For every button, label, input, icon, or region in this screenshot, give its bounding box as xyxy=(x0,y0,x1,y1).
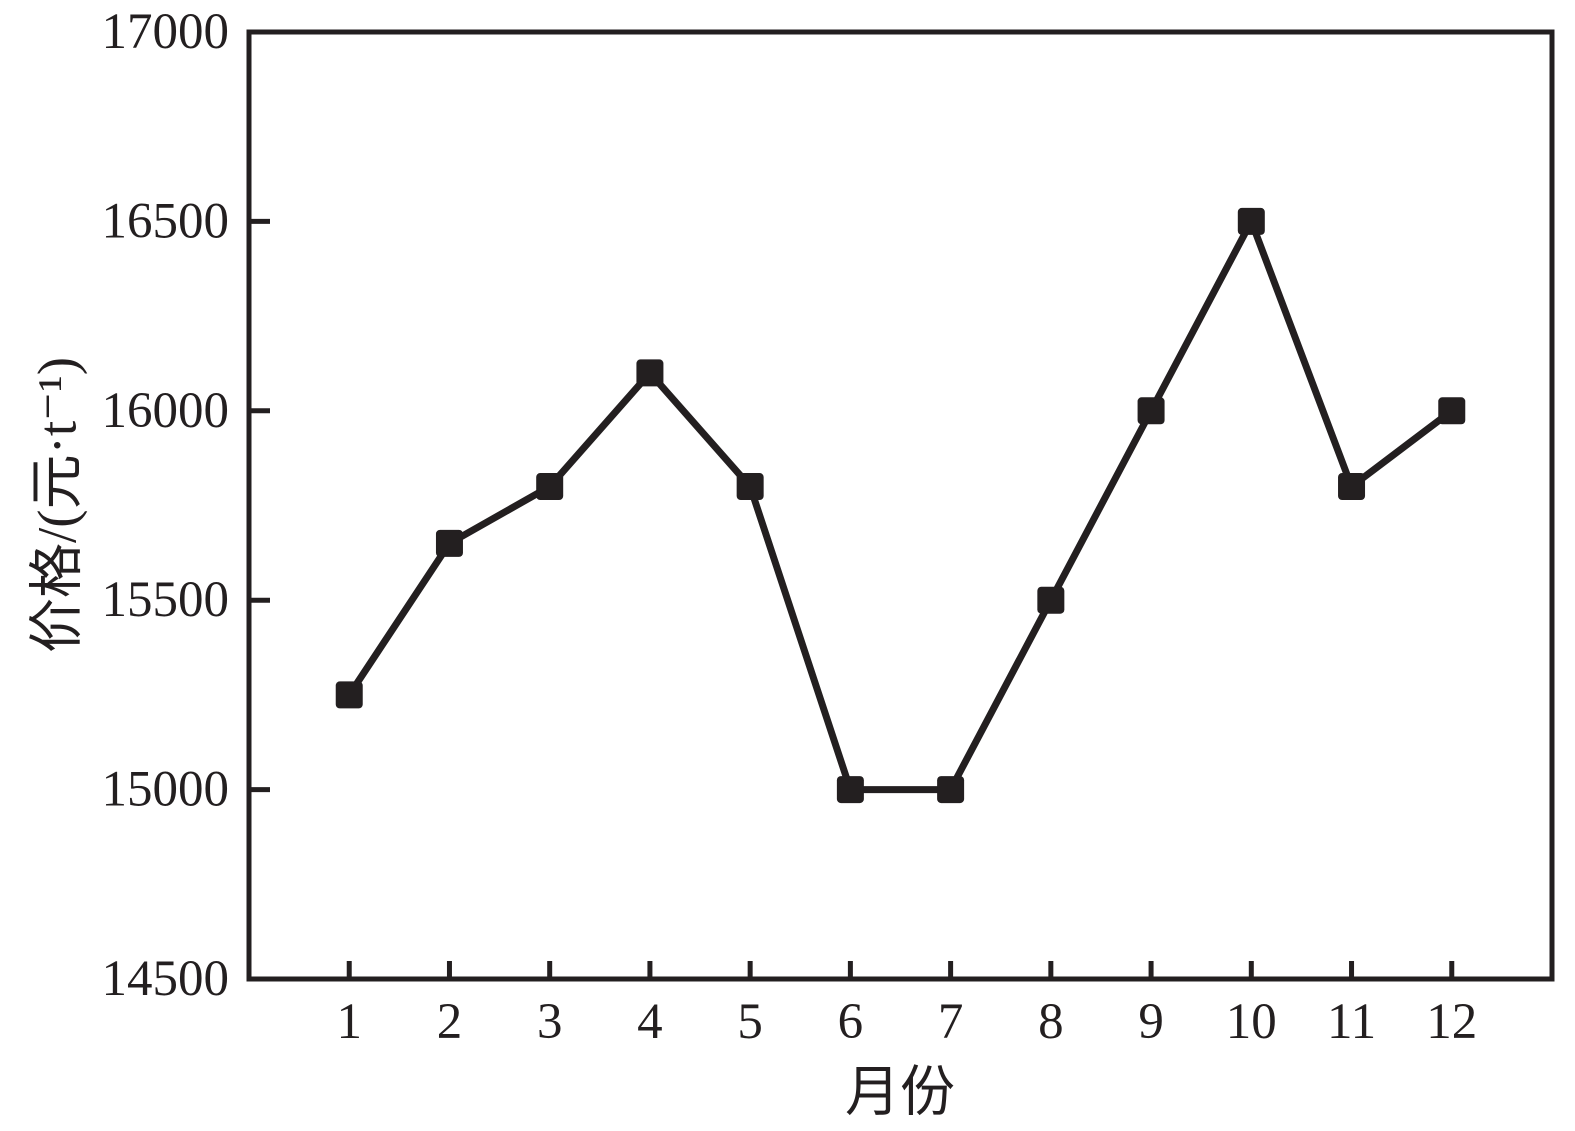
x-tick-label: 4 xyxy=(637,994,663,1050)
x-axis-title: 月份 xyxy=(845,1062,955,1123)
x-tick-label: 3 xyxy=(537,994,563,1050)
plot-frame xyxy=(246,29,1555,982)
x-tick-label: 1 xyxy=(336,994,362,1050)
y-tick-label: 17000 xyxy=(102,4,230,60)
x-tick-label: 6 xyxy=(838,994,864,1050)
data-point-marker xyxy=(1237,207,1265,235)
data-point-marker xyxy=(1438,397,1466,425)
data-point-marker xyxy=(736,473,764,501)
data-point-marker xyxy=(1338,473,1366,501)
x-tick-label: 12 xyxy=(1426,994,1477,1050)
data-point-marker xyxy=(937,776,965,804)
y-tick-label: 16000 xyxy=(102,383,230,439)
data-point-marker xyxy=(836,776,864,804)
x-tick-label: 9 xyxy=(1138,994,1164,1050)
y-tick-label: 15000 xyxy=(102,762,230,818)
x-tick-label: 5 xyxy=(737,994,763,1050)
data-point-marker xyxy=(1137,397,1165,425)
y-tick-label: 15500 xyxy=(102,572,230,628)
y-tick-label: 14500 xyxy=(102,951,230,1007)
x-tick-label: 10 xyxy=(1226,994,1277,1050)
y-axis-title: 价格/(元·t⁻¹) xyxy=(27,357,88,653)
data-point-marker xyxy=(636,359,664,387)
data-point-marker xyxy=(435,529,463,557)
x-tick-label: 8 xyxy=(1038,994,1064,1050)
data-point-marker xyxy=(1037,586,1065,614)
series-line xyxy=(346,212,1454,794)
x-tick-label: 2 xyxy=(437,994,463,1050)
x-tick-label: 7 xyxy=(938,994,964,1050)
y-tick-label: 16500 xyxy=(102,193,230,249)
data-point-marker xyxy=(335,681,363,709)
data-point-marker xyxy=(536,473,564,501)
x-tick-label: 11 xyxy=(1327,994,1376,1050)
